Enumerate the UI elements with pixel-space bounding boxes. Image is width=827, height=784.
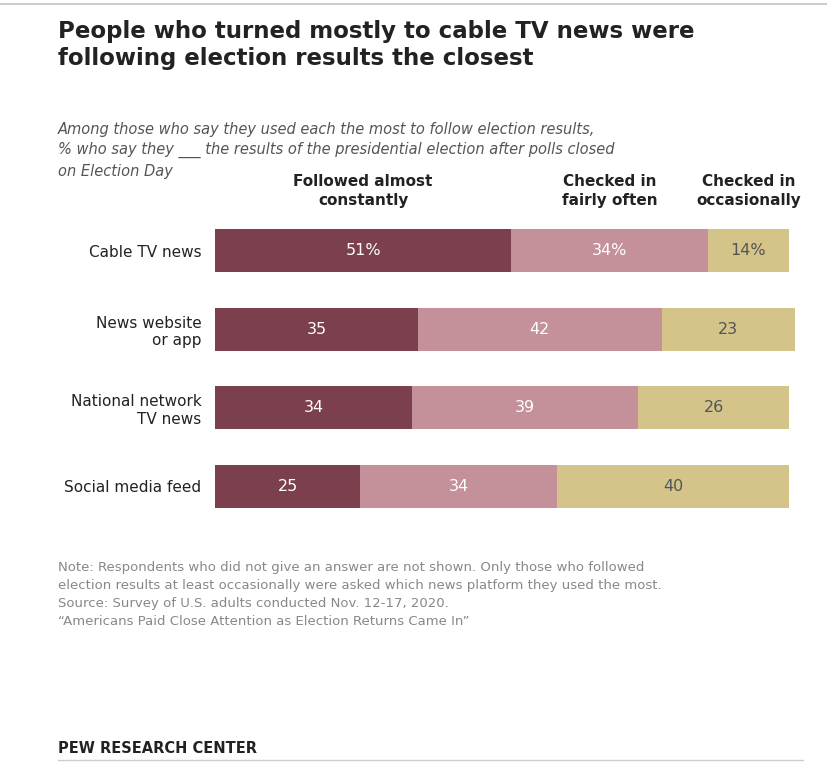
Text: 39: 39 — [514, 400, 535, 416]
Text: 25: 25 — [277, 478, 298, 494]
Bar — [360, 464, 557, 508]
Text: Checked in
occasionally: Checked in occasionally — [696, 174, 800, 208]
Bar — [412, 387, 638, 430]
Text: Note: Respondents who did not give an answer are not shown. Only those who follo: Note: Respondents who did not give an an… — [58, 561, 661, 627]
Text: 51%: 51% — [345, 243, 380, 259]
Text: PEW RESEARCH CENTER: PEW RESEARCH CENTER — [58, 741, 256, 756]
Text: 26: 26 — [703, 400, 723, 416]
Bar — [215, 230, 510, 273]
Bar — [638, 387, 788, 430]
Bar — [661, 308, 794, 351]
Text: Followed almost
constantly: Followed almost constantly — [293, 174, 433, 208]
Bar — [215, 387, 412, 430]
Bar — [510, 230, 707, 273]
Text: 14%: 14% — [729, 243, 766, 259]
Text: 42: 42 — [529, 321, 549, 337]
Text: Among those who say they used each the most to follow election results,
% who sa: Among those who say they used each the m… — [58, 122, 614, 179]
Text: 40: 40 — [662, 478, 682, 494]
Text: 34%: 34% — [591, 243, 626, 259]
Text: 23: 23 — [717, 321, 738, 337]
Text: People who turned mostly to cable TV news were
following election results the cl: People who turned mostly to cable TV new… — [58, 20, 694, 70]
Bar — [215, 308, 418, 351]
Text: Checked in
fairly often: Checked in fairly often — [561, 174, 657, 208]
Bar — [418, 308, 661, 351]
Text: 35: 35 — [306, 321, 327, 337]
Bar — [215, 464, 360, 508]
Bar — [557, 464, 788, 508]
Text: 34: 34 — [304, 400, 323, 416]
Bar — [707, 230, 788, 273]
Text: 34: 34 — [448, 478, 468, 494]
